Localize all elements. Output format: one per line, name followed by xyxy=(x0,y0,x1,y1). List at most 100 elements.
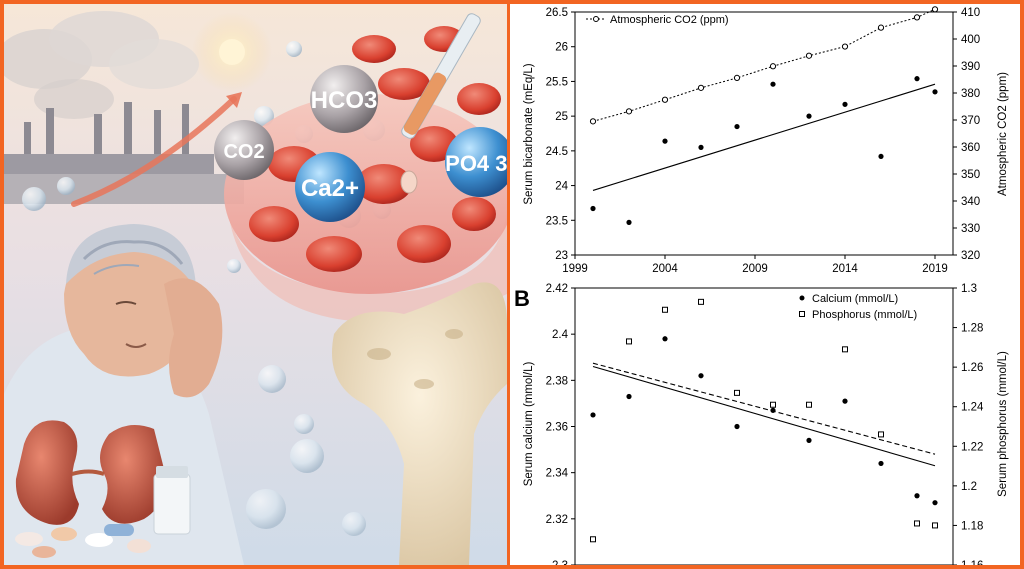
chart-a-legend: Atmospheric CO2 (ppm) xyxy=(586,14,729,26)
y2-tick-label: 1.2 xyxy=(961,481,977,493)
y2-tick-label: 320 xyxy=(961,250,980,262)
chart-a-ylabel: Serum bicarbonate (mEq/L) xyxy=(523,63,535,204)
data-point xyxy=(590,205,596,212)
y2-tick-label: 1.16 xyxy=(961,560,983,565)
data-point xyxy=(769,63,777,70)
y2-tick-label: 1.26 xyxy=(961,362,983,374)
chart-b-legend: Calcium (mmol/L) Phosphorus (mmol/L) xyxy=(799,293,917,321)
medicine-bottle-icon xyxy=(153,466,191,535)
data-point xyxy=(806,113,812,119)
series-line-1 xyxy=(592,8,936,122)
y-tick-label: 2.42 xyxy=(546,283,568,295)
data-point xyxy=(734,389,740,396)
trend-line-1 xyxy=(592,362,936,455)
data-point xyxy=(914,493,920,499)
y2-tick-label: 360 xyxy=(961,142,980,154)
bone-icon xyxy=(332,282,507,565)
hco3-molecule: HCO3 xyxy=(310,65,378,133)
data-point xyxy=(914,520,920,527)
y2-tick-label: 1.24 xyxy=(961,402,984,414)
chart-a-series xyxy=(589,6,939,225)
svg-text:CO2: CO2 xyxy=(223,141,264,163)
chart-b-ylabel: Serum calcium (mmol/L) xyxy=(523,362,535,487)
data-point xyxy=(626,219,632,225)
pills-icon xyxy=(15,524,151,558)
y2-tick-label: 1.28 xyxy=(961,323,983,335)
data-point xyxy=(877,24,885,31)
data-point xyxy=(842,398,848,404)
data-point xyxy=(770,401,776,408)
chart-a-plot-frame xyxy=(574,11,954,256)
phosphate-molecule: PO4 3- xyxy=(445,127,507,197)
data-point xyxy=(662,306,668,313)
legend-phosphorus-marker xyxy=(799,311,805,317)
y-tick-label: 2.34 xyxy=(546,468,569,480)
x-tick-label: 2014 xyxy=(832,263,858,275)
svg-text:Ca2+: Ca2+ xyxy=(301,175,359,202)
y-tick-label: 25.5 xyxy=(546,76,568,88)
data-point xyxy=(841,43,849,50)
chart-a-y-axis: 23 23.5 24 24.5 25 25.5 26 26.5 xyxy=(546,7,575,262)
illustration: HCO3 CO2 Ca2+ PO4 3- xyxy=(4,4,507,565)
y2-tick-label: 390 xyxy=(961,61,980,73)
y-tick-label: 2.38 xyxy=(546,375,568,387)
data-point xyxy=(805,52,813,59)
data-point xyxy=(589,118,597,125)
legend-calcium-marker xyxy=(799,295,805,301)
legend-phosphorus-label: Phosphorus (mmol/L) xyxy=(812,309,917,321)
chart-a-x-axis: 1999 2004 2009 2014 2019 xyxy=(562,255,948,275)
data-point xyxy=(698,144,704,150)
data-point xyxy=(734,123,740,130)
y-tick-label: 24.5 xyxy=(546,146,568,158)
data-point xyxy=(806,401,812,408)
y2-tick-label: 370 xyxy=(961,115,980,127)
chart-b: B 2.3 2.32 2.34 2.36 2.38 2.4 2.42 1.16 1.18 1.2… xyxy=(514,283,1009,565)
y2-tick-label: 1.3 xyxy=(961,283,977,295)
kidneys-icon xyxy=(15,420,165,525)
chart-a-y2-axis: 320 330 340 350 360 370 380 390 400 410 xyxy=(953,7,980,262)
y2-tick-label: 380 xyxy=(961,88,980,100)
chart-a-y2label: Atmospheric CO2 (ppm) xyxy=(997,72,1009,196)
chart-b-y-axis: 2.3 2.32 2.34 2.36 2.38 2.4 2.42 xyxy=(546,283,575,565)
trend-line-0 xyxy=(592,365,936,467)
data-point xyxy=(662,138,668,144)
trend-line-0 xyxy=(592,83,936,191)
data-point xyxy=(913,14,921,21)
y2-tick-label: 410 xyxy=(961,7,980,19)
x-tick-label: 1999 xyxy=(562,263,588,275)
chart-b-series xyxy=(590,298,938,543)
data-point xyxy=(590,536,596,543)
y-tick-label: 26 xyxy=(555,42,568,54)
data-point xyxy=(842,101,848,107)
chart-b-y2-axis: 1.16 1.18 1.2 1.22 1.24 1.26 1.28 1.3 xyxy=(953,283,984,565)
chart-b-y2label: Serum phosphorus (mmol/L) xyxy=(997,351,1009,497)
x-tick-label: 2009 xyxy=(742,263,768,275)
illustration-panel: HCO3 CO2 Ca2+ PO4 3- xyxy=(4,4,507,565)
y-tick-label: 2.32 xyxy=(546,514,568,526)
data-point xyxy=(932,522,938,529)
data-point xyxy=(626,338,632,345)
data-point xyxy=(842,346,848,353)
y-tick-label: 2.3 xyxy=(552,560,568,565)
data-point xyxy=(698,373,704,379)
y2-tick-label: 330 xyxy=(961,223,980,235)
chart-b-panel-label: B xyxy=(514,286,530,311)
y-tick-label: 24 xyxy=(555,181,568,193)
y2-tick-label: 1.18 xyxy=(961,520,983,532)
rising-arrow-icon xyxy=(71,96,237,207)
svg-text:PO4 3-: PO4 3- xyxy=(445,151,507,176)
y-tick-label: 26.5 xyxy=(546,7,568,19)
chart-b-plot-frame xyxy=(574,287,954,565)
chart-a: 23 23.5 24 24.5 25 25.5 26 26.5 320 330 340 350 360… xyxy=(523,6,1009,275)
data-point xyxy=(590,412,596,418)
y-tick-label: 2.36 xyxy=(546,422,568,434)
charts-svg: 23 23.5 24 24.5 25 25.5 26 26.5 320 330 340 350 360… xyxy=(514,6,1009,565)
data-point xyxy=(733,74,741,81)
data-point xyxy=(878,431,884,438)
data-point xyxy=(625,108,633,115)
legend-co2-label: Atmospheric CO2 (ppm) xyxy=(610,14,729,26)
data-point xyxy=(931,6,939,13)
calcium-molecule: Ca2+ xyxy=(295,152,365,222)
data-point xyxy=(878,460,884,467)
pipette-icon xyxy=(400,13,481,194)
